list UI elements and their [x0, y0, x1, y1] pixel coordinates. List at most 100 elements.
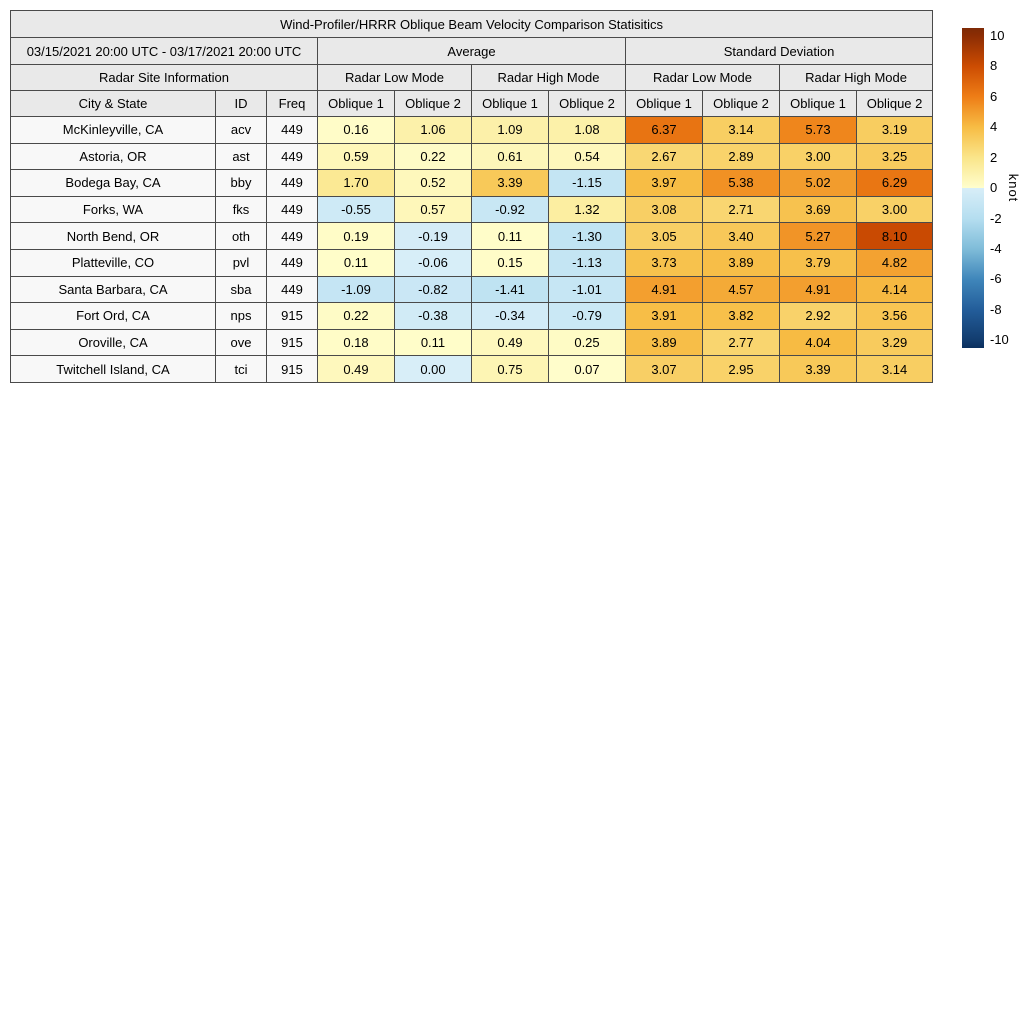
col-header-oblique: Oblique 2 — [702, 90, 780, 117]
value-cell: 3.19 — [855, 116, 934, 144]
std-high-mode-header: Radar High Mode — [778, 64, 934, 91]
group-header-row: 03/15/2021 20:00 UTC - 03/17/2021 20:00 … — [10, 37, 934, 65]
site-id-cell: oth — [215, 222, 267, 250]
freq-cell: 449 — [266, 248, 318, 277]
value-cell: 6.37 — [625, 116, 703, 144]
colorbar: knot 10 8 6 4 2 0 -2 -4 -6 -8 -10 — [962, 28, 1024, 348]
col-header-city: City & State — [10, 90, 216, 117]
table-body: McKinleyville, CA acv 449 0.16 1.06 1.09 1.08 6… — [10, 116, 934, 383]
freq-cell: 915 — [266, 328, 318, 357]
date-range: 03/15/2021 20:00 UTC - 03/17/2021 20:00 … — [10, 37, 318, 65]
table-row: North Bend, OR oth 449 0.19 -0.19 0.11 -1.30 3.… — [10, 222, 934, 250]
value-cell: 1.32 — [548, 195, 626, 224]
value-cell: 0.49 — [471, 328, 549, 357]
value-cell: 1.70 — [317, 169, 395, 197]
site-id-cell: pvl — [215, 248, 267, 277]
value-cell: 0.61 — [471, 142, 549, 171]
value-cell: 5.73 — [779, 116, 857, 144]
value-cell: 0.54 — [548, 142, 626, 171]
value-cell: 0.49 — [317, 355, 395, 383]
table-row: Platteville, CO pvl 449 0.11 -0.06 0.15 -1.13 3… — [10, 248, 934, 277]
value-cell: 8.10 — [855, 222, 934, 250]
table-row: Santa Barbara, CA sba 449 -1.09 -0.82 -1.41 -1… — [10, 275, 934, 304]
value-cell: 0.00 — [394, 355, 472, 383]
value-cell: 2.89 — [702, 142, 780, 171]
table-row: Astoria, OR ast 449 0.59 0.22 0.61 0.54 2.67 2.8… — [10, 142, 934, 171]
value-cell: -1.41 — [471, 275, 549, 304]
table-row: McKinleyville, CA acv 449 0.16 1.06 1.09 1.08 6… — [10, 116, 934, 144]
table-row: Oroville, CA ove 915 0.18 0.11 0.49 0.25 3.89 2.… — [10, 328, 934, 357]
value-cell: -0.82 — [394, 275, 472, 304]
value-cell: 0.22 — [394, 142, 472, 171]
value-cell: -0.06 — [394, 248, 472, 277]
table-title: Wind-Profiler/HRRR Oblique Beam Velocity… — [9, 10, 934, 38]
value-cell: -0.34 — [471, 302, 549, 330]
colorbar-tick-label: -6 — [990, 271, 1002, 287]
value-cell: -0.38 — [394, 302, 472, 330]
freq-cell: 449 — [266, 195, 318, 224]
city-cell: Platteville, CO — [10, 248, 216, 277]
value-cell: 4.91 — [625, 275, 703, 304]
value-cell: -0.19 — [394, 222, 472, 250]
value-cell: 0.19 — [317, 222, 395, 250]
colorbar-tick-label: 4 — [990, 119, 998, 134]
colorbar-tick-label: -4 — [990, 241, 1002, 256]
value-cell: 3.05 — [625, 222, 703, 250]
value-cell: 3.56 — [855, 302, 934, 330]
value-cell: 1.08 — [548, 116, 626, 144]
std-low-mode-header: Radar Low Mode — [625, 64, 780, 91]
value-cell: 3.40 — [702, 222, 780, 250]
col-header-freq: Freq — [266, 90, 318, 117]
city-cell: Santa Barbara, CA — [10, 275, 216, 304]
site-id-cell: nps — [215, 302, 267, 330]
column-header-row: City & State ID Freq Oblique 1 Oblique 2… — [10, 90, 934, 117]
value-cell: -1.13 — [548, 248, 626, 277]
value-cell: -1.01 — [548, 275, 626, 304]
average-group-header: Average — [317, 37, 626, 65]
value-cell: 2.71 — [702, 195, 780, 224]
table-row: Fort Ord, CA nps 915 0.22 -0.38 -0.34 -0.79 3.9… — [10, 302, 934, 330]
value-cell: 3.07 — [625, 355, 703, 383]
table-row: Bodega Bay, CA bby 449 1.70 0.52 3.39 -1.15 3.9… — [10, 169, 934, 197]
value-cell: 0.16 — [317, 116, 395, 144]
col-header-oblique: Oblique 1 — [317, 90, 395, 117]
col-header-id: ID — [215, 90, 267, 117]
freq-cell: 915 — [266, 302, 318, 330]
col-header-oblique: Oblique 1 — [625, 90, 703, 117]
colorbar-gradient — [962, 28, 984, 348]
colorbar-tick-label: -8 — [990, 301, 1002, 317]
value-cell: 3.14 — [702, 116, 780, 144]
value-cell: 3.14 — [855, 355, 934, 383]
value-cell: 3.39 — [779, 355, 857, 383]
title-row: Wind-Profiler/HRRR Oblique Beam Velocity… — [9, 10, 934, 38]
value-cell: 2.77 — [702, 328, 780, 357]
value-cell: 0.07 — [548, 355, 626, 383]
value-cell: 0.25 — [548, 328, 626, 357]
std-dev-group-header: Standard Deviation — [624, 37, 934, 65]
value-cell: 0.11 — [317, 248, 395, 277]
value-cell: 1.06 — [394, 116, 472, 144]
colorbar-tick-label: 0 — [990, 180, 998, 195]
site-id-cell: ove — [215, 328, 267, 357]
site-id-cell: fks — [215, 195, 267, 224]
value-cell: 3.39 — [471, 169, 549, 197]
colorbar-tick-label: -10 — [990, 332, 1009, 348]
table-row: Forks, WA fks 449 -0.55 0.57 -0.92 1.32 3.08 2.7… — [10, 195, 934, 224]
value-cell: 3.89 — [702, 248, 780, 277]
city-cell: Fort Ord, CA — [10, 302, 216, 330]
colorbar-tick-label: 10 — [990, 27, 1005, 43]
site-id-cell: tci — [215, 355, 267, 383]
value-cell: 5.27 — [779, 222, 857, 250]
site-id-cell: bby — [215, 169, 267, 197]
city-cell: Twitchell Island, CA — [10, 355, 216, 383]
col-header-oblique: Oblique 1 — [779, 90, 857, 117]
value-cell: -1.30 — [548, 222, 626, 250]
value-cell: 3.25 — [855, 142, 934, 171]
col-header-oblique: Oblique 1 — [471, 90, 549, 117]
site-info-header: Radar Site Information — [10, 64, 318, 91]
value-cell: 2.92 — [779, 302, 857, 330]
value-cell: 3.91 — [625, 302, 703, 330]
site-id-cell: sba — [215, 275, 267, 304]
avg-high-mode-header: Radar High Mode — [471, 64, 626, 91]
